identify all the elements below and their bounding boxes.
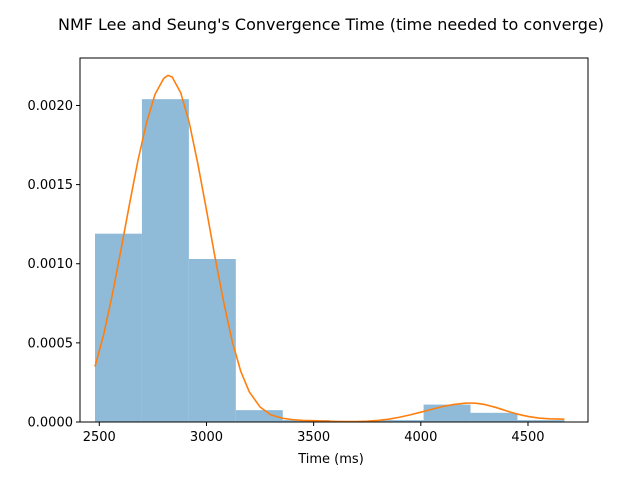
plot-area-frame	[79, 57, 589, 423]
histogram-bar	[470, 412, 518, 422]
histogram-bar	[188, 258, 236, 422]
histogram-bar	[517, 420, 565, 422]
x-tick-label: 3500	[297, 430, 330, 445]
x-axis-label: Time (ms)	[297, 452, 364, 467]
y-tick-label: 0.0000	[28, 416, 74, 431]
density-curve-line	[94, 74, 565, 423]
histogram-bar	[423, 404, 471, 422]
y-tick-label: 0.0020	[28, 99, 74, 114]
x-tick-label: 3000	[190, 430, 223, 445]
y-tick-label: 0.0010	[28, 257, 74, 272]
histogram-bar	[376, 420, 424, 422]
density-curve-group	[94, 74, 565, 423]
x-axis: 2500 3000 3500 4000 4500	[83, 422, 545, 445]
y-axis: 0.0000 0.0005 0.0010 0.0015 0.0020	[28, 99, 80, 431]
histogram-bar	[141, 99, 189, 422]
chart-title: NMF Lee and Seung's Convergence Time (ti…	[58, 15, 604, 34]
histogram-bar	[235, 410, 283, 422]
y-tick-label: 0.0015	[28, 178, 74, 193]
x-tick-label: 4000	[404, 430, 437, 445]
x-tick-label: 4500	[511, 430, 544, 445]
x-tick-label: 2500	[83, 430, 116, 445]
y-tick-label: 0.0005	[28, 336, 74, 351]
